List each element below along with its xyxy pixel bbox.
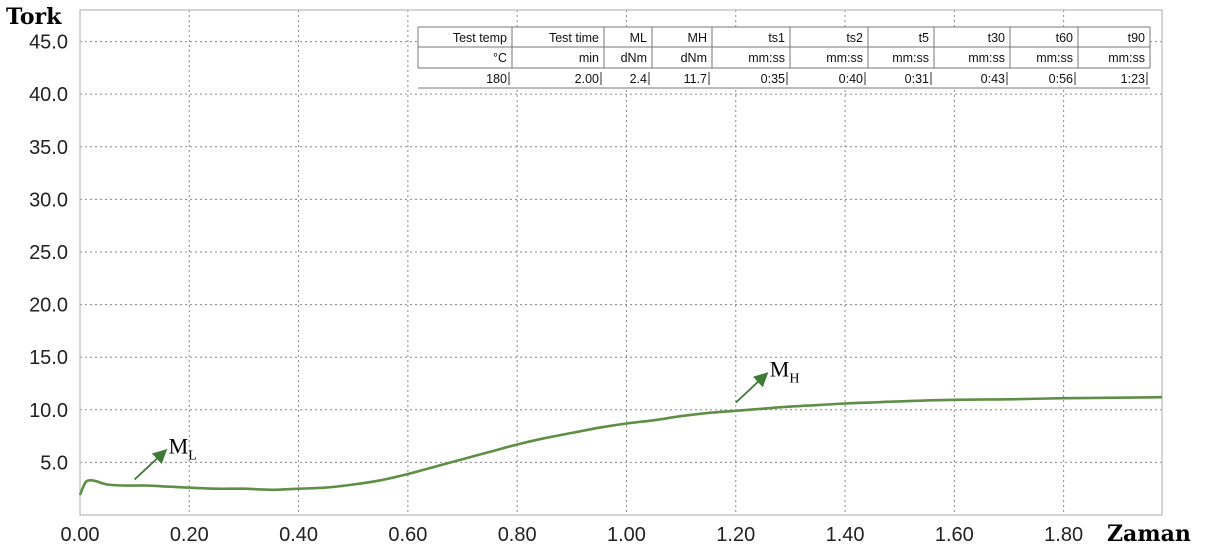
- parameter-table: Test temp Test time ML MH ts1 ts2 t5 t30 t60 t90 °…: [418, 27, 1150, 88]
- x-tick-label: 1.80: [1044, 524, 1083, 546]
- annotations: ML MH: [135, 357, 800, 480]
- table-unit-cell: min: [579, 51, 599, 65]
- y-tick-label: 15.0: [29, 347, 68, 369]
- x-tick-label: 1.40: [826, 524, 865, 546]
- x-tick-label: 0.60: [388, 524, 427, 546]
- series-line: [80, 397, 1162, 495]
- y-tick-label: 20.0: [29, 295, 68, 317]
- table-unit-cell: dNm: [621, 51, 647, 65]
- x-tick-label: 0.20: [170, 524, 209, 546]
- y-tick-label: 10.0: [29, 400, 68, 422]
- x-tick-label: 0.40: [279, 524, 318, 546]
- table-header-cell: ts1: [768, 31, 785, 45]
- annotation-label: MH: [770, 357, 800, 387]
- table-value-cell: 0:35: [761, 72, 785, 86]
- y-tick-labels: 5.0 10.0 15.0 20.0 25.0 30.0 35.0 40.0 45.0: [29, 32, 68, 475]
- table-header-cell: Test time: [549, 31, 599, 45]
- y-tick-label: 45.0: [29, 32, 68, 54]
- table-header-cell: MH: [688, 31, 707, 45]
- y-tick-label: 25.0: [29, 242, 68, 264]
- y-tick-label: 35.0: [29, 137, 68, 159]
- table-unit-cell: °C: [493, 51, 507, 65]
- annotation-arrow: [736, 375, 766, 403]
- annotation-label: ML: [169, 433, 197, 463]
- table-header-cell: ts2: [846, 31, 863, 45]
- annotation-subscript: L: [188, 448, 197, 463]
- x-axis-label: Zaman: [1107, 521, 1191, 547]
- y-tick-label: 5.0: [40, 452, 68, 474]
- table-unit-cell: mm:ss: [748, 51, 785, 65]
- x-tick-labels: 0.00 0.20 0.40 0.60 0.80 1.00 1.20 1.40 1.60 1.80: [61, 524, 1084, 546]
- table-header-cell: t90: [1128, 31, 1145, 45]
- x-tick-label: 0.80: [498, 524, 537, 546]
- table-unit-cell: mm:ss: [1036, 51, 1073, 65]
- x-tick-label: 1.00: [607, 524, 646, 546]
- table-header-cell: Test temp: [453, 31, 507, 45]
- table-value-cell: 0:56: [1049, 72, 1073, 86]
- table-unit-cell: mm:ss: [892, 51, 929, 65]
- table-value-cell: 1:23: [1121, 72, 1145, 86]
- x-tick-label: 1.60: [935, 524, 974, 546]
- table-value-cell: 2.00: [575, 72, 599, 86]
- x-tick-label: 1.20: [716, 524, 755, 546]
- table-value-cell: 0:40: [839, 72, 863, 86]
- table-value-cell: 11.7: [684, 72, 707, 86]
- table-header-cell: t30: [988, 31, 1005, 45]
- table-unit-cell: mm:ss: [826, 51, 863, 65]
- table-value-cell: 2.4: [630, 72, 647, 86]
- table-header-cell: t5: [919, 31, 929, 45]
- y-axis-label: Tork: [6, 4, 62, 30]
- y-tick-label: 30.0: [29, 189, 68, 211]
- table-value-cell: 0:43: [981, 72, 1005, 86]
- x-tick-label: 0.00: [61, 524, 100, 546]
- table-header-cell: ML: [630, 31, 647, 45]
- table-value-cell: 0:31: [905, 72, 929, 86]
- table-header-cell: t60: [1056, 31, 1073, 45]
- annotation-subscript: H: [789, 372, 799, 387]
- table-value-cell: 180: [486, 72, 507, 86]
- table-unit-cell: mm:ss: [1108, 51, 1145, 65]
- table-unit-cell: mm:ss: [968, 51, 1005, 65]
- y-tick-label: 40.0: [29, 84, 68, 106]
- table-unit-cell: dNm: [681, 51, 707, 65]
- annotation-arrow: [135, 451, 165, 479]
